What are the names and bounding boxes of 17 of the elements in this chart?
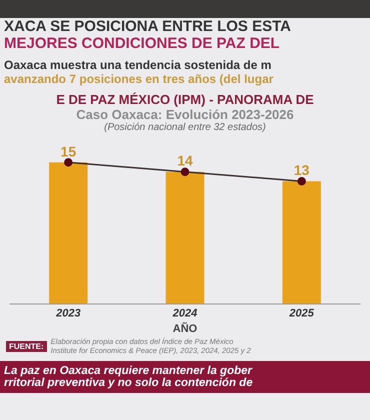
data-label: 15: [60, 143, 76, 160]
x-tick-label: 2024: [172, 307, 198, 320]
chart-subtitle: Caso Oaxaca: Evolución 2023-2026: [75, 107, 295, 122]
text: rritorial preventiva y no solo la contención de: [4, 377, 253, 389]
data-label: 13: [294, 162, 310, 178]
text: La paz en Oaxaca requiere mantener la gober: [4, 365, 252, 377]
source-note: FUENTE:: [6, 340, 47, 352]
text: MEJORES CONDICIONES DE PAZ DEL: [4, 35, 280, 52]
x-tick-label: 2023: [55, 307, 81, 320]
text: (Posición nacional entre 32 estados): [103, 122, 267, 133]
chart-title: E DE PAZ MÉXICO (IPM) - PANORAMA DE: [55, 92, 315, 107]
text: avanzando 7 posiciones en tres años (del lugar: [3, 72, 274, 86]
data-label: 14: [177, 152, 193, 169]
text: Oaxaca muestra una tendencia sostenida de m: [3, 58, 272, 72]
text: XACA SE POSICIONA ENTRE LOS ESTA: [3, 18, 292, 35]
x-tick-label: 2025: [288, 307, 315, 320]
x-axis-title: AÑO: [172, 323, 198, 335]
